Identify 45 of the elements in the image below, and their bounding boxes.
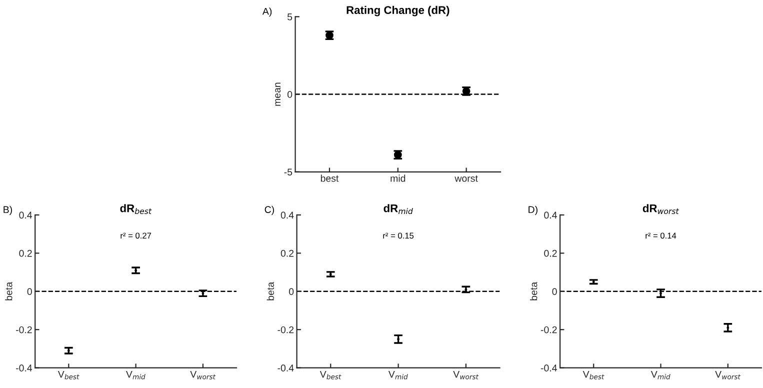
- x-tick-label: V$_{best}$: [320, 370, 342, 380]
- y-axis-title: mean: [275, 82, 281, 106]
- y-tick-label: 0.4: [280, 212, 294, 219]
- x-tick-label: worst: [454, 175, 478, 182]
- x-tick-label: V$_{worst}$: [190, 370, 216, 380]
- y-tick-label: 0.2: [280, 250, 294, 257]
- text: D): [528, 206, 538, 215]
- y-tick-label: 0.2: [19, 250, 32, 257]
- y-tick-label: -0.2: [16, 326, 32, 334]
- y-tick-label: 0: [27, 288, 32, 296]
- y-tick-label: 0: [552, 288, 557, 296]
- y-tick-label: 5: [287, 14, 292, 20]
- y-axis-title: beta: [5, 282, 12, 300]
- x-tick-label: V$_{mid}$: [388, 370, 408, 380]
- text: B): [4, 206, 12, 215]
- annotation: r² = 0.14: [646, 232, 676, 239]
- x-tick-label: V$_{mid}$: [126, 370, 146, 380]
- y-tick-label: 0.2: [544, 250, 557, 257]
- x-tick-label: V$_{mid}$: [650, 370, 670, 380]
- y-tick-label: 0.4: [19, 212, 32, 219]
- chart-title: dR$_{worst}$: [642, 204, 679, 214]
- x-tick-label: V$_{worst}$: [453, 370, 479, 380]
- x-tick-label: V$_{best}$: [582, 370, 604, 380]
- y-tick-label: -5: [284, 168, 292, 176]
- y-tick-label: -0.4: [540, 364, 557, 372]
- y-axis-title: beta: [266, 282, 274, 300]
- y-tick-label: -0.4: [278, 364, 294, 372]
- y-tick-label: 0: [287, 91, 292, 98]
- x-tick-label: best: [320, 174, 339, 182]
- x-tick-label: V$_{best}$: [58, 370, 80, 380]
- chart-title: dR$_{mid}$: [384, 204, 413, 214]
- y-tick-label: -0.2: [540, 326, 557, 334]
- y-tick-label: 0: [289, 288, 294, 296]
- y-tick-label: -0.4: [16, 364, 32, 372]
- y-tick-label: -0.2: [278, 326, 294, 334]
- text: A): [262, 8, 272, 17]
- y-tick-label: 0.4: [544, 212, 557, 219]
- y-axis-title: beta: [530, 282, 538, 300]
- x-tick-label: mid: [390, 174, 406, 182]
- annotation: r² = 0.15: [383, 232, 414, 239]
- text: C): [264, 206, 274, 215]
- chart-title: Rating Change (dR): [346, 6, 450, 16]
- x-tick-label: V$_{worst}$: [715, 370, 741, 380]
- annotation: r² = 0.27: [120, 232, 152, 239]
- chart-title: dR$_{best}$: [120, 204, 152, 214]
